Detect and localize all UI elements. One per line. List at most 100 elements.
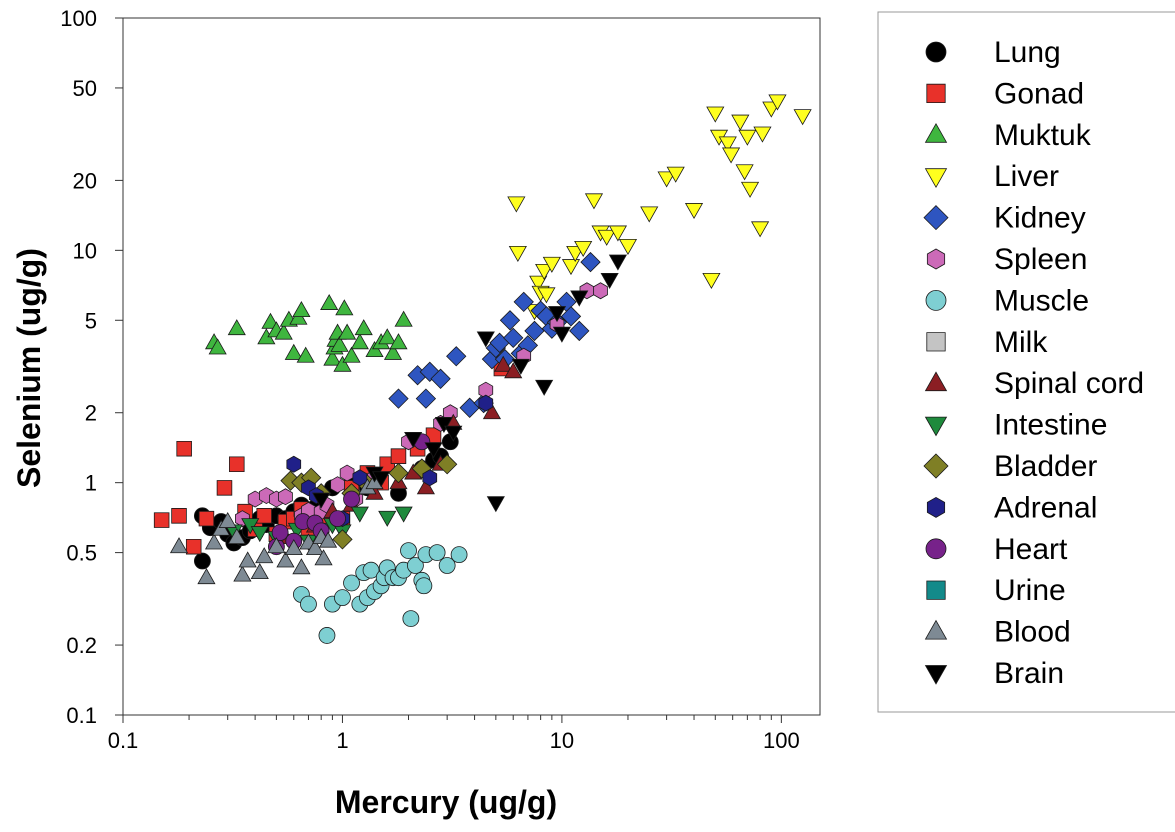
y-tick-label: 2: [85, 401, 97, 426]
data-point-spleen: [330, 476, 345, 494]
legend-marker-spinal-cord: [924, 371, 948, 392]
data-point-liver: [640, 206, 659, 223]
data-point-muktuk: [389, 333, 408, 350]
data-point-heart: [329, 510, 346, 528]
series-heart: [267, 433, 431, 556]
legend-label-lung: Lung: [994, 36, 1061, 69]
data-point-liver: [702, 272, 721, 289]
data-point-muktuk: [394, 310, 413, 327]
legend-marker-kidney: [923, 205, 949, 231]
data-point-blood: [318, 531, 338, 548]
data-point-intestine: [250, 526, 269, 543]
data-point-blood: [227, 528, 246, 545]
data-point-liver: [597, 229, 616, 246]
legend-item-gonad: Gonad: [926, 77, 1084, 110]
data-point-spleen: [339, 464, 355, 482]
data-point-muscle: [343, 574, 360, 592]
data-point-muscle: [400, 542, 417, 560]
data-point-brain: [552, 326, 571, 343]
data-point-liver: [751, 221, 770, 238]
data-point-liver: [768, 94, 787, 111]
data-point-liver: [561, 259, 581, 276]
y-axis-ticks: 0.1 0.2 0.5 1 2 5 10 20 50 100: [60, 6, 123, 728]
data-point-liver: [537, 287, 556, 304]
data-point-muscle: [300, 595, 317, 613]
y-tick-label: 1: [85, 471, 97, 496]
data-point-muktuk: [320, 293, 339, 310]
y-tick-label: 0.5: [66, 541, 97, 566]
legend-marker-milk: [926, 332, 946, 352]
data-point-blood: [255, 547, 274, 564]
data-point-spinal-cord: [416, 478, 435, 495]
y-tick-label: 20: [73, 168, 97, 193]
data-point-liver: [731, 114, 750, 131]
data-point-liver: [753, 126, 772, 143]
data-point-liver: [738, 129, 757, 146]
data-point-gonad: [229, 456, 245, 473]
data-point-bladder: [436, 454, 458, 475]
data-point-blood: [267, 537, 286, 554]
data-point-muktuk: [383, 343, 403, 360]
data-point-brain: [312, 492, 331, 509]
data-point-kidney: [524, 320, 545, 342]
data-point-bladder: [332, 529, 353, 550]
x-tick-label: 10: [550, 728, 574, 753]
data-point-blood: [197, 568, 216, 585]
data-point-spleen: [593, 282, 608, 300]
legend-item-adrenal: Adrenal: [926, 491, 1097, 524]
data-point-spinal-cord: [482, 403, 502, 420]
legend-item-urine: Urine: [926, 574, 1066, 607]
data-point-blood: [233, 565, 252, 582]
data-point-blood: [238, 551, 257, 568]
x-tick-label: 100: [763, 728, 800, 753]
data-point-kidney: [446, 346, 467, 367]
series-blood: [169, 473, 384, 585]
legend-item-brain: Brain: [924, 657, 1064, 690]
legend-item-liver: Liver: [924, 160, 1059, 193]
legend-marker-brain: [924, 665, 948, 685]
plot-frame: [122, 17, 821, 716]
data-point-heart: [343, 490, 360, 508]
legend-label-muscle: Muscle: [994, 284, 1089, 317]
data-point-kidney: [569, 320, 590, 342]
data-point-liver: [740, 181, 760, 198]
y-tick-label: 0.1: [66, 703, 97, 728]
y-tick-label: 0.2: [66, 633, 97, 658]
data-point-liver: [666, 166, 685, 183]
legend-item-lung: Lung: [925, 36, 1061, 69]
x-tick-label: 0.1: [108, 728, 139, 753]
legend-item-spinal-cord: Spinal cord: [924, 367, 1144, 400]
data-point-brain: [434, 416, 454, 433]
legend-item-bladder: Bladder: [923, 450, 1097, 483]
legend-marker-adrenal: [926, 496, 946, 518]
data-point-blood: [276, 551, 295, 568]
data-point-spleen: [278, 488, 293, 506]
data-point-blood: [169, 537, 189, 554]
y-tick-label: 5: [85, 308, 97, 333]
data-point-adrenal: [422, 469, 438, 487]
data-point-gonad: [153, 512, 170, 528]
legend-label-spinal-cord: Spinal cord: [994, 367, 1144, 400]
data-point-muktuk: [292, 301, 311, 318]
series-adrenal: [286, 394, 494, 528]
data-point-intestine: [378, 510, 397, 527]
data-point-gonad: [176, 440, 192, 457]
y-tick-label: 10: [73, 238, 97, 263]
data-point-brain: [547, 306, 567, 323]
data-point-muscle: [428, 544, 446, 562]
data-point-gonad: [256, 508, 272, 524]
legend-marker-urine: [926, 580, 946, 600]
legend-label-heart: Heart: [994, 533, 1068, 566]
data-point-muscle: [415, 577, 433, 595]
legend-label-muktuk: Muktuk: [994, 119, 1092, 152]
legend-item-heart: Heart: [925, 533, 1068, 566]
legend-label-brain: Brain: [994, 657, 1064, 690]
legend-item-intestine: Intestine: [924, 409, 1107, 442]
data-point-blood: [284, 539, 303, 556]
data-point-blood: [314, 549, 333, 566]
data-point-liver: [529, 275, 548, 292]
y-tick-label: 50: [73, 76, 97, 101]
x-tick-label: 1: [336, 728, 348, 753]
data-point-brain: [486, 496, 505, 513]
data-point-gonad: [171, 508, 187, 524]
